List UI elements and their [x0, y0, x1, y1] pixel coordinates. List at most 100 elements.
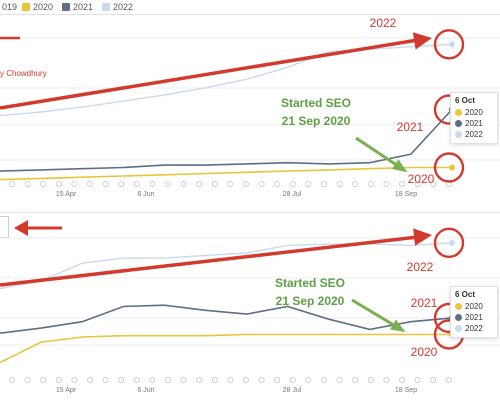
x-axis-marker	[55, 376, 62, 383]
x-axis-marker	[383, 180, 390, 187]
started-seo-label: Started SEO	[281, 96, 351, 110]
x-axis-marker	[211, 376, 218, 383]
x-axis-marker	[258, 376, 265, 383]
x-axis-marker	[211, 180, 218, 187]
series-line-2020	[0, 333, 452, 364]
x-axis-marker	[196, 376, 203, 383]
x-axis-marker	[242, 376, 249, 383]
x-axis-marker	[164, 376, 171, 383]
trend-arrow-head	[413, 228, 432, 246]
left-arrow-head	[14, 220, 28, 236]
tooltip-title: 6 Oct	[455, 96, 476, 105]
x-axis-marker	[414, 180, 421, 187]
x-axis-marker	[336, 376, 343, 383]
highlight-circle-2020	[433, 152, 465, 183]
seo-arrow-head	[392, 159, 408, 173]
x-axis-marker	[133, 376, 140, 383]
x-axis-marker	[398, 376, 405, 383]
x-axis-marker	[164, 180, 171, 187]
x-axis-marker	[227, 376, 234, 383]
panel-divider	[0, 212, 500, 213]
legend-label-2020[interactable]: 2020	[33, 2, 54, 12]
series-line-2022	[0, 43, 453, 117]
x-axis-marker	[274, 180, 281, 187]
x-axis-marker	[383, 376, 390, 383]
x-axis-marker	[87, 376, 94, 383]
x-tick-label: 28 Jul	[283, 191, 302, 198]
x-axis-marker	[336, 180, 343, 187]
x-axis-marker	[414, 376, 421, 383]
x-axis-marker	[305, 180, 312, 187]
trend-arrow-line	[0, 235, 419, 287]
tooltip-top: 6 Oct 2020 2021 2022	[450, 92, 498, 144]
highlight-circle-2022	[433, 29, 465, 60]
series-line-2021	[0, 108, 453, 172]
tooltip-row-2022: 2022	[455, 129, 493, 140]
x-axis-marker	[180, 376, 187, 383]
x-axis-marker	[149, 180, 156, 187]
x-axis-marker	[149, 376, 156, 383]
x-axis-marker	[118, 180, 125, 187]
x-axis-marker	[8, 180, 15, 187]
legend: 019 2020 2021 2022	[0, 0, 500, 14]
trend-arrow-line	[0, 38, 419, 110]
tooltip-row-2021: 2021	[455, 312, 493, 323]
x-axis-marker	[367, 376, 374, 383]
x-axis-marker	[320, 180, 327, 187]
highlight-circle-2022	[433, 227, 465, 259]
x-axis-marker	[102, 180, 109, 187]
trend-arrow-head	[412, 32, 432, 50]
series-end-dot-2020	[449, 164, 455, 171]
year-label-2020: 2020	[408, 172, 435, 186]
series-line-2022	[0, 242, 453, 290]
x-axis-marker	[320, 376, 327, 383]
x-axis-marker	[430, 180, 437, 187]
x-axis-marker	[274, 376, 281, 383]
x-axis-marker	[87, 180, 94, 187]
x-axis-marker	[289, 376, 296, 383]
x-axis-marker	[242, 180, 249, 187]
x-axis-marker	[24, 180, 31, 187]
x-tick-label: 6 Jun	[137, 387, 154, 394]
seo-arrow-head	[390, 319, 406, 333]
year-label-2020: 2020	[411, 345, 438, 359]
series-line-2020	[0, 166, 452, 181]
x-axis-marker	[40, 376, 47, 383]
year-label-2021: 2021	[411, 296, 438, 310]
legend-swatch-2020[interactable]	[22, 3, 30, 11]
x-axis-marker	[398, 180, 405, 187]
legend-label-2019[interactable]: 019	[2, 2, 18, 12]
x-axis-marker	[180, 180, 187, 187]
x-axis-marker	[305, 376, 312, 383]
legend-swatch-2022[interactable]	[102, 3, 110, 11]
x-axis-marker	[40, 180, 47, 187]
started-seo-date: 21 Sep 2020	[282, 114, 351, 128]
x-tick-label: 18 Sep	[395, 387, 417, 394]
series-end-dot-2022	[449, 41, 455, 48]
x-axis-marker	[430, 376, 437, 383]
x-tick-label: 15 Apr	[56, 191, 77, 198]
started-seo-date: 21 Sep 2020	[276, 294, 345, 308]
tooltip-row-2022: 2022	[455, 323, 493, 334]
tooltip-row-2020: 2020	[455, 301, 493, 312]
x-axis-marker	[24, 376, 31, 383]
x-axis-marker	[289, 180, 296, 187]
legend-divider	[0, 14, 500, 15]
x-axis-marker	[367, 180, 374, 187]
x-tick-label: 28 Jul	[283, 387, 302, 394]
x-axis-marker	[71, 180, 78, 187]
started-seo-label: Started SEO	[275, 276, 345, 290]
tooltip-row-2021: 2021	[455, 118, 493, 129]
x-axis-marker	[102, 376, 109, 383]
legend-label-2021[interactable]: 2021	[73, 2, 94, 12]
x-axis-marker	[71, 376, 78, 383]
x-axis-marker	[258, 180, 265, 187]
x-axis-marker	[352, 376, 359, 383]
tooltip-row-2020: 2020	[455, 107, 493, 118]
legend-swatch-2021[interactable]	[62, 3, 70, 11]
x-axis-marker	[352, 180, 359, 187]
legend-label-2022[interactable]: 2022	[113, 2, 134, 12]
year-label-2021: 2021	[397, 120, 424, 134]
